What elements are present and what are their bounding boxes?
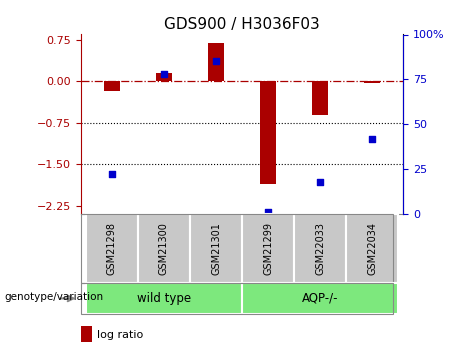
- Text: genotype/variation: genotype/variation: [5, 292, 104, 302]
- Point: [160, 71, 168, 77]
- Text: GSM21301: GSM21301: [211, 222, 221, 275]
- Bar: [86, 283, 242, 314]
- Text: wild type: wild type: [137, 292, 191, 305]
- Bar: [364, 81, 380, 82]
- Point: [108, 172, 116, 177]
- Text: log ratio: log ratio: [97, 331, 143, 340]
- Point: [264, 209, 272, 215]
- Bar: [104, 81, 120, 91]
- Title: GDS900 / H3036F03: GDS900 / H3036F03: [164, 17, 320, 32]
- Text: GSM21298: GSM21298: [107, 222, 117, 275]
- Bar: [190, 214, 242, 283]
- Bar: [242, 283, 398, 314]
- Text: GSM21300: GSM21300: [159, 222, 169, 275]
- Bar: [208, 43, 224, 81]
- Bar: [81, 326, 92, 342]
- Text: GSM22033: GSM22033: [315, 222, 325, 275]
- Point: [316, 179, 324, 184]
- Bar: [86, 214, 138, 283]
- Bar: [294, 214, 346, 283]
- Text: GSM21299: GSM21299: [263, 222, 273, 275]
- Point: [213, 59, 220, 64]
- Bar: [242, 214, 294, 283]
- Bar: [260, 81, 276, 184]
- Text: GSM22034: GSM22034: [367, 222, 377, 275]
- Bar: [312, 81, 328, 115]
- Text: AQP-/-: AQP-/-: [302, 292, 338, 305]
- Point: [368, 136, 376, 141]
- Bar: [156, 73, 172, 81]
- Bar: [138, 214, 190, 283]
- Bar: [346, 214, 398, 283]
